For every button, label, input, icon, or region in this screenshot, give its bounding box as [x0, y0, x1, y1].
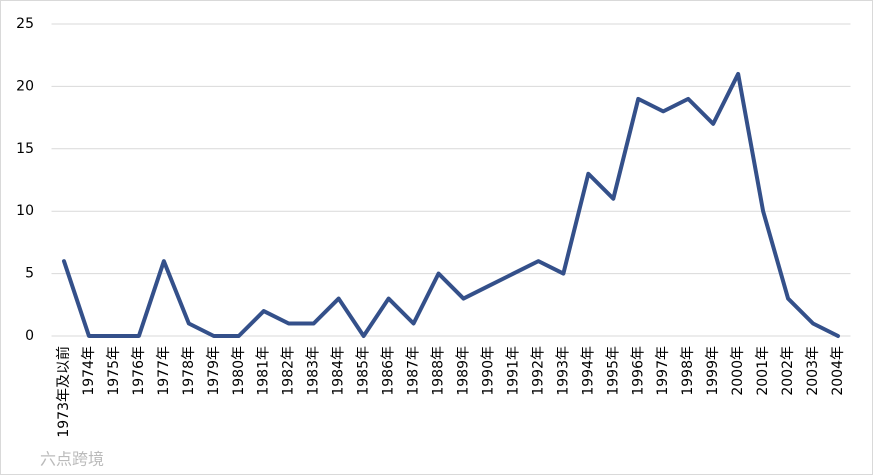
x-tick-label: 1993年: [555, 346, 571, 396]
x-tick-label: 1995年: [605, 346, 621, 396]
x-tick-label: 1996年: [630, 346, 646, 396]
x-tick-label: 1997年: [655, 346, 671, 396]
x-tick-label: 1979年: [206, 346, 222, 396]
y-tick-label: 0: [25, 328, 34, 344]
x-tick-label: 2002年: [780, 346, 796, 396]
x-tick-label: 1977年: [156, 346, 172, 396]
x-tick-label: 1998年: [680, 346, 696, 396]
x-tick-label: 1974年: [81, 346, 97, 396]
x-tick-label: 1992年: [530, 346, 546, 396]
x-tick-label: 1975年: [106, 346, 122, 396]
watermark: 六点跨境: [40, 450, 104, 469]
x-tick-label: 1989年: [455, 346, 471, 396]
x-tick-label: 2004年: [830, 346, 846, 396]
x-tick-label: 2000年: [730, 346, 746, 396]
x-tick-label: 1982年: [281, 346, 297, 396]
x-tick-label: 1994年: [580, 346, 596, 396]
x-tick-label: 1978年: [181, 346, 197, 396]
x-tick-label: 1999年: [705, 346, 721, 396]
x-tick-label: 1991年: [505, 346, 521, 396]
x-tick-label: 1990年: [480, 346, 496, 396]
x-tick-label: 2001年: [755, 346, 771, 396]
y-tick-label: 10: [16, 203, 34, 219]
x-tick-label: 2003年: [805, 346, 821, 396]
x-tick-label: 1986年: [381, 346, 397, 396]
x-tick-label: 1988年: [431, 346, 447, 396]
x-tick-label: 1987年: [406, 346, 422, 396]
x-tick-label: 1981年: [256, 346, 272, 396]
x-tick-label: 1976年: [131, 346, 147, 396]
y-tick-label: 5: [25, 266, 34, 282]
data-line: [61, 71, 841, 338]
y-tick-label: 25: [16, 16, 34, 32]
y-tick-label: 20: [16, 78, 34, 94]
y-tick-label: 15: [16, 141, 34, 157]
x-tick-label: 1980年: [231, 346, 247, 396]
x-tick-label: 1973年及以前: [55, 346, 72, 438]
x-tick-label: 1985年: [356, 346, 372, 396]
x-tick-label: 1983年: [306, 346, 322, 396]
x-tick-label: 1984年: [331, 346, 347, 396]
